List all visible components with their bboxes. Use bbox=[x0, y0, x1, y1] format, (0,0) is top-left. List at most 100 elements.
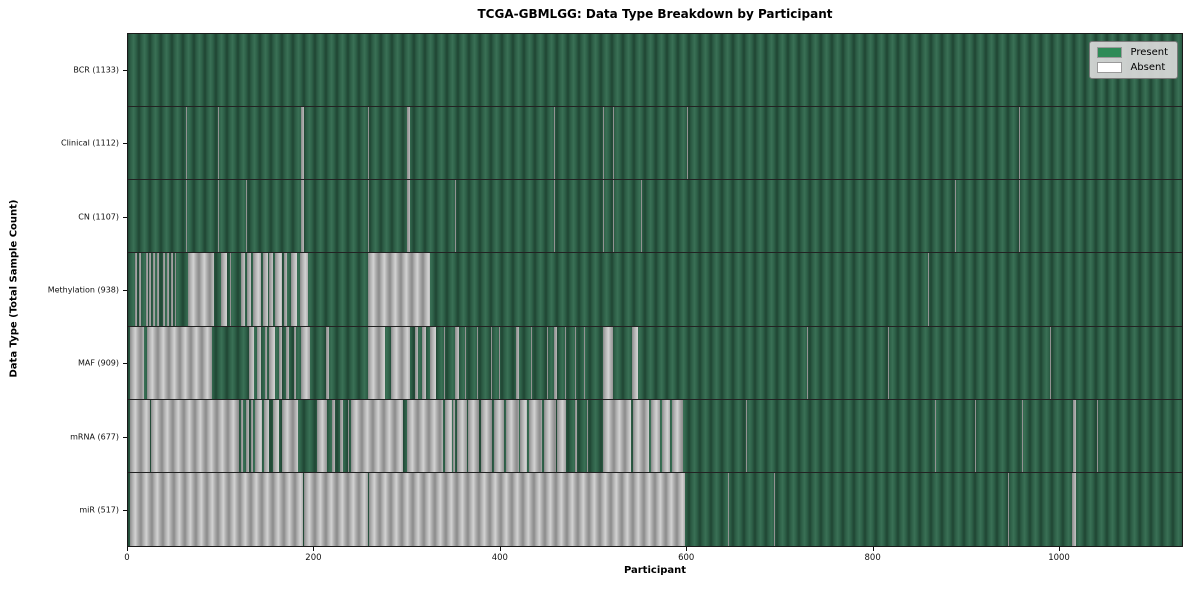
y-tick-label: mRNA (677) bbox=[70, 432, 119, 442]
absent-interval bbox=[888, 326, 889, 399]
legend-label: Present bbox=[1130, 47, 1168, 58]
absent-interval bbox=[286, 326, 289, 399]
absent-interval bbox=[174, 253, 177, 326]
absent-interval bbox=[326, 326, 329, 399]
absent-interval bbox=[139, 253, 142, 326]
absent-interval bbox=[156, 253, 159, 326]
absent-interval bbox=[574, 399, 578, 472]
y-tick-mark bbox=[123, 216, 127, 218]
x-tick-mark bbox=[313, 547, 315, 551]
absent-interval bbox=[252, 253, 262, 326]
absent-interval bbox=[407, 180, 410, 253]
absent-interval bbox=[146, 326, 212, 399]
y-tick-label: CN (1107) bbox=[78, 212, 119, 222]
absent-interval bbox=[554, 180, 555, 253]
absent-interval bbox=[129, 399, 151, 472]
x-tick-mark bbox=[127, 547, 128, 551]
absent-interval bbox=[163, 253, 166, 326]
absent-interval bbox=[603, 326, 613, 399]
absent-interval bbox=[246, 399, 249, 472]
x-tick-label: 200 bbox=[305, 553, 322, 563]
x-tick-label: 1000 bbox=[1048, 553, 1070, 563]
absent-interval bbox=[543, 399, 556, 472]
absent-interval bbox=[430, 326, 436, 399]
absent-interval bbox=[445, 399, 452, 472]
y-tick-label: MAF (909) bbox=[77, 358, 119, 368]
absent-interval bbox=[554, 326, 557, 399]
absent-interval bbox=[257, 326, 262, 399]
absent-interval bbox=[556, 399, 567, 472]
absent-interval bbox=[745, 399, 747, 472]
absent-interval bbox=[247, 253, 251, 326]
absent-interval bbox=[1097, 399, 1099, 472]
absent-interval bbox=[935, 399, 937, 472]
absent-interval bbox=[603, 107, 605, 180]
row-BCR bbox=[128, 34, 1182, 108]
absent-interval bbox=[187, 253, 214, 326]
absent-interval bbox=[707, 399, 709, 472]
y-tick-mark bbox=[123, 436, 127, 438]
absent-interval bbox=[303, 472, 368, 546]
absent-interval bbox=[493, 399, 504, 472]
y-tick-label: Clinical (1112) bbox=[61, 138, 119, 148]
absent-interval bbox=[612, 180, 614, 253]
y-tick-mark bbox=[123, 290, 127, 291]
absent-interval bbox=[773, 472, 775, 546]
absent-interval bbox=[227, 180, 229, 253]
plot-area bbox=[127, 33, 1183, 547]
x-tick-mark bbox=[499, 547, 501, 551]
absent-interval bbox=[185, 180, 187, 253]
y-tick-mark bbox=[123, 69, 127, 71]
absent-interval bbox=[264, 326, 267, 399]
y-tick-mark bbox=[123, 143, 127, 145]
absent-interval bbox=[347, 399, 350, 472]
absent-interval bbox=[528, 399, 542, 472]
y-tick-label: miR (517) bbox=[79, 505, 119, 515]
absent-interval bbox=[455, 326, 460, 399]
absent-interval bbox=[248, 326, 254, 399]
absent-interval bbox=[1019, 180, 1021, 253]
absent-interval bbox=[151, 399, 239, 472]
y-tick-mark bbox=[123, 363, 127, 365]
absent-interval bbox=[218, 180, 220, 253]
x-tick-mark bbox=[686, 547, 688, 551]
absent-interval bbox=[407, 107, 410, 180]
absent-interval bbox=[1019, 107, 1021, 180]
absent-interval bbox=[301, 180, 304, 253]
y-tick-label: Methylation (938) bbox=[47, 285, 119, 295]
absent-interval bbox=[507, 253, 509, 326]
absent-interval bbox=[368, 326, 385, 399]
x-tick-label: 400 bbox=[491, 553, 508, 563]
absent-interval bbox=[278, 326, 283, 399]
absent-interval bbox=[391, 326, 410, 399]
absent-interval bbox=[546, 326, 549, 399]
absent-interval bbox=[728, 472, 729, 546]
absent-interval bbox=[368, 180, 369, 253]
absent-interval bbox=[269, 253, 274, 326]
absent-interval bbox=[282, 399, 299, 472]
absent-interval bbox=[149, 253, 152, 326]
absent-interval bbox=[807, 326, 809, 399]
x-tick-mark bbox=[872, 547, 874, 551]
absent-interval bbox=[499, 326, 501, 399]
absent-interval bbox=[603, 180, 605, 253]
absent-interval bbox=[284, 253, 288, 326]
absent-interval bbox=[240, 399, 244, 472]
absent-interval bbox=[574, 326, 577, 399]
absent-interval bbox=[170, 253, 173, 326]
absent-interval bbox=[520, 107, 522, 180]
absent-interval bbox=[455, 180, 457, 253]
absent-interval bbox=[316, 399, 328, 472]
x-tick-label: 800 bbox=[864, 553, 881, 563]
absent-interval bbox=[1049, 326, 1051, 399]
absent-interval bbox=[240, 253, 246, 326]
absent-interval bbox=[250, 399, 253, 472]
absent-interval bbox=[230, 253, 232, 326]
absent-interval bbox=[368, 107, 369, 180]
present-region bbox=[128, 107, 1182, 180]
absent-interval bbox=[505, 399, 519, 472]
absent-interval bbox=[167, 253, 169, 326]
absent-interval bbox=[301, 107, 304, 180]
absent-interval bbox=[603, 399, 632, 472]
